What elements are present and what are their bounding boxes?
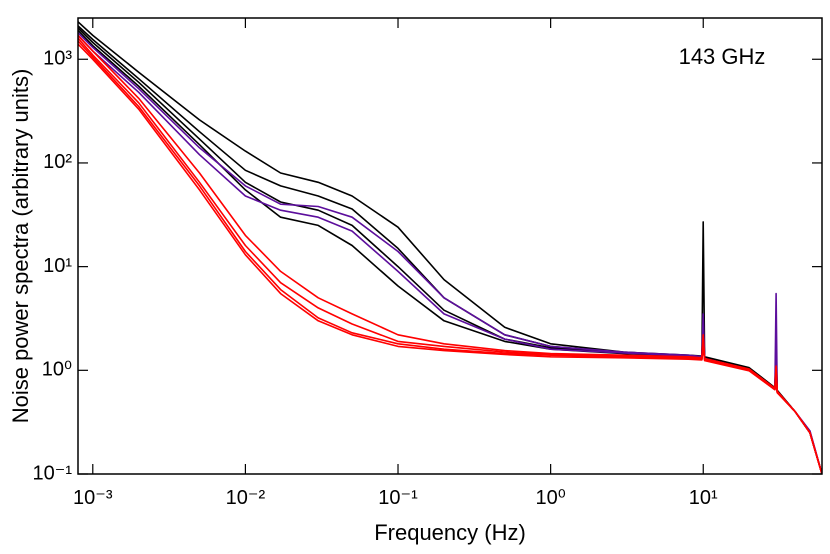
y-tick-label: 10⁰ [42,359,72,381]
plot-frame [77,17,823,475]
series-line [78,27,822,474]
series-line [78,40,822,474]
series-line [78,43,822,474]
x-tick-label: 10⁻¹ [378,487,418,509]
plot-lines [78,21,822,474]
series-line [78,25,822,474]
y-tick-label: 10¹ [43,255,72,277]
series-line [78,29,822,474]
x-tick-label: 10⁻³ [73,487,113,509]
series-line [78,34,822,474]
x-tick-label: 10⁰ [535,487,565,509]
y-axis-label: Noise power spectra (arbitrary units) [8,69,33,424]
x-tick-label: 10⁻² [226,487,266,509]
x-axis-label: Frequency (Hz) [374,520,526,545]
series-line [78,34,822,474]
series-line [78,37,822,474]
y-tick-label: 10⁻¹ [33,462,73,484]
series-line [78,32,822,474]
x-tick-label: 10¹ [689,487,718,509]
annotation: 143 GHz [679,44,766,69]
y-tick-label: 10³ [43,48,72,70]
series-line [78,21,822,474]
y-tick-label: 10² [43,151,72,173]
